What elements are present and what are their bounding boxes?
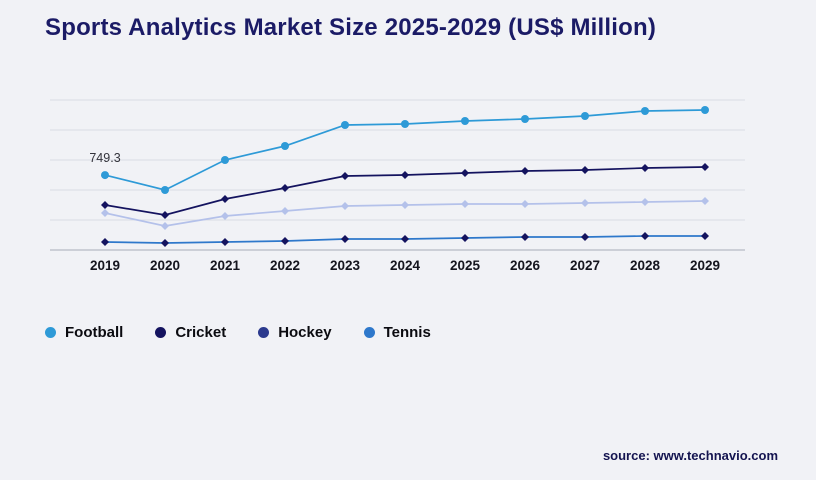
data-point-tennis-2020 xyxy=(161,239,169,247)
data-point-tennis-2021 xyxy=(221,238,229,246)
data-point-hockey-2022 xyxy=(281,207,289,215)
football-legend-dot-icon xyxy=(45,327,56,338)
legend-label-tennis: Tennis xyxy=(383,324,431,341)
data-label-annotation: 749.3 xyxy=(89,151,120,165)
data-point-cricket-2019 xyxy=(101,201,109,209)
chart-title: Sports Analytics Market Size 2025-2029 (… xyxy=(45,14,657,41)
data-point-tennis-2024 xyxy=(401,235,409,243)
tennis-legend-dot-icon xyxy=(363,327,375,338)
data-point-tennis-2019 xyxy=(101,238,109,246)
legend-item-football: Football xyxy=(45,324,123,341)
data-point-tennis-2029 xyxy=(701,232,709,240)
data-point-hockey-2028 xyxy=(641,198,649,206)
data-point-football-2026 xyxy=(521,115,529,123)
data-point-cricket-2024 xyxy=(401,171,409,179)
x-axis-label-2027: 2027 xyxy=(570,258,600,273)
data-point-tennis-2025 xyxy=(461,234,469,242)
data-point-tennis-2023 xyxy=(341,235,349,243)
x-axis-label-2023: 2023 xyxy=(330,258,361,273)
data-point-football-2019 xyxy=(101,171,109,180)
data-point-hockey-2027 xyxy=(581,199,589,207)
x-axis-label-2021: 2021 xyxy=(210,258,241,273)
data-point-cricket-2027 xyxy=(581,166,589,174)
x-axis-label-2020: 2020 xyxy=(150,258,180,273)
data-point-cricket-2023 xyxy=(341,172,349,180)
data-point-cricket-2020 xyxy=(161,211,169,219)
data-point-hockey-2029 xyxy=(701,197,709,205)
legend-label-hockey: Hockey xyxy=(278,324,332,341)
data-point-cricket-2029 xyxy=(701,163,709,171)
legend-item-hockey: Hockey xyxy=(258,324,332,341)
data-point-hockey-2020 xyxy=(161,222,169,230)
data-point-cricket-2025 xyxy=(461,169,469,177)
data-point-tennis-2028 xyxy=(641,232,649,240)
x-axis-label-2022: 2022 xyxy=(270,258,300,273)
market-size-line-chart: 2019 2020 2021 2022 2023 2024 2025 2026 2027 2028… xyxy=(50,99,745,273)
data-point-football-2023 xyxy=(341,121,349,129)
data-point-football-2021 xyxy=(221,156,229,164)
data-point-hockey-2019 xyxy=(101,209,109,217)
source-attribution: source: www.technavio.com xyxy=(602,448,778,463)
data-point-football-2022 xyxy=(281,142,289,150)
x-axis-label-2025: 2025 xyxy=(450,258,481,273)
data-point-hockey-2023 xyxy=(341,202,349,210)
legend-label-football: Football xyxy=(65,324,124,341)
x-axis-label-2026: 2026 xyxy=(510,258,541,273)
data-point-tennis-2026 xyxy=(521,233,529,241)
legend-label-cricket: Cricket xyxy=(175,324,227,341)
data-point-football-2024 xyxy=(401,120,409,128)
data-point-football-2029 xyxy=(701,106,709,114)
data-point-football-2028 xyxy=(641,107,649,115)
hockey-legend-dot-icon xyxy=(258,327,270,338)
data-point-football-2020 xyxy=(161,186,169,194)
data-point-football-2025 xyxy=(461,117,469,125)
x-axis-label-2019: 2019 xyxy=(90,258,120,273)
legend-item-cricket: Cricket xyxy=(155,324,226,341)
data-point-football-2027 xyxy=(581,112,589,120)
data-point-hockey-2024 xyxy=(401,201,409,209)
x-axis-label-2028: 2028 xyxy=(630,258,661,273)
data-point-cricket-2022 xyxy=(281,184,289,192)
data-point-hockey-2026 xyxy=(521,200,529,208)
data-point-tennis-2022 xyxy=(281,237,289,245)
chart-area: 2019 2020 2021 2022 2023 2024 2025 2026 2027 2028… xyxy=(50,90,760,280)
x-axis-label-2029: 2029 xyxy=(690,258,720,273)
legend-item-tennis: Tennis xyxy=(363,324,431,341)
chart-legend: Football Cricket Hockey Tennis xyxy=(45,324,431,341)
cricket-legend-dot-icon xyxy=(155,327,167,338)
data-point-cricket-2026 xyxy=(521,167,529,175)
data-point-hockey-2025 xyxy=(461,200,469,208)
data-point-tennis-2027 xyxy=(581,233,589,241)
x-axis-label-2024: 2024 xyxy=(390,258,421,273)
data-point-cricket-2028 xyxy=(641,164,649,172)
data-point-hockey-2021 xyxy=(221,212,229,220)
data-point-cricket-2021 xyxy=(221,195,229,203)
